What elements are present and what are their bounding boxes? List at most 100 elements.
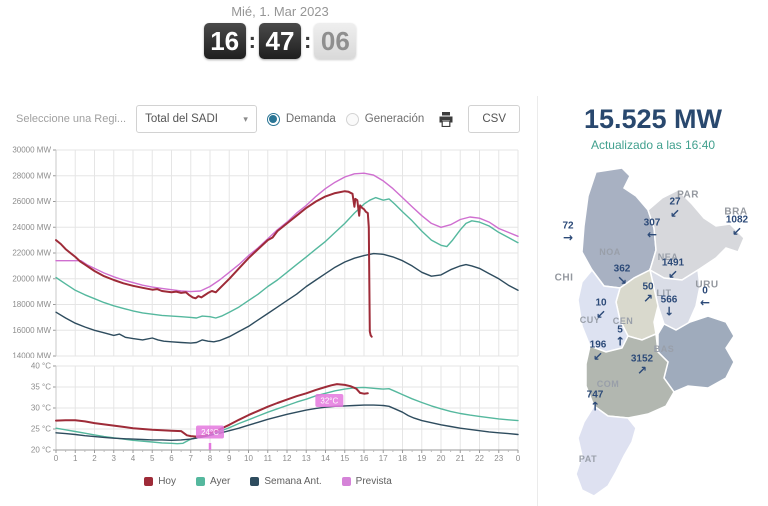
flow-arrow-icon: ↑: [614, 334, 626, 349]
region-select-value: Total del SADI: [145, 113, 218, 125]
map-flow-0: 0 ←: [700, 286, 710, 309]
flow-value: 1491: [661, 257, 685, 269]
legend-swatch: [196, 477, 205, 486]
svg-text:22000 MW: 22000 MW: [12, 249, 51, 258]
svg-text:10: 10: [244, 454, 253, 463]
map-region-nea[interactable]: [647, 189, 745, 281]
legend-item-prevista[interactable]: Prevista: [341, 476, 392, 487]
flow-value: 307: [643, 217, 661, 229]
printer-icon: [439, 111, 453, 127]
legend-item-hoy[interactable]: Hoy: [144, 476, 176, 487]
map-region-pat[interactable]: [575, 404, 637, 497]
map-flow-72: 72 →: [562, 221, 573, 244]
flow-value: 362: [613, 263, 631, 275]
svg-text:11: 11: [264, 454, 273, 463]
svg-text:9: 9: [227, 454, 232, 463]
map-label-com: COM: [596, 379, 620, 389]
flow-value: 196: [589, 339, 607, 351]
flow-value: 5: [617, 324, 623, 336]
chart-controls: Seleccione una Regi... Total del SADI ▾ …: [10, 104, 526, 134]
svg-text:26000 MW: 26000 MW: [12, 197, 51, 206]
svg-text:30000 MW: 30000 MW: [12, 146, 51, 155]
map-flow-50: 50 ↗: [642, 282, 653, 305]
svg-text:16: 16: [360, 454, 369, 463]
legend-label: Prevista: [355, 476, 392, 487]
svg-text:20000 MW: 20000 MW: [12, 274, 51, 283]
flow-value: 3152: [630, 353, 654, 365]
clock-hours: 16: [203, 23, 246, 59]
radio-demanda-label: Demanda: [285, 113, 336, 125]
updated-at-label: Actualizado a las 16:40: [590, 138, 716, 152]
region-select[interactable]: Total del SADI ▾: [136, 105, 257, 133]
map-flow-5: 5 ↑: [615, 325, 625, 348]
flow-arrow-icon: ↙: [592, 349, 604, 364]
svg-text:6: 6: [169, 454, 174, 463]
map-region-com[interactable]: [585, 332, 675, 419]
radio-generacion[interactable]: Generación: [345, 112, 424, 126]
flow-value: 72: [562, 220, 574, 232]
date-label: Mié, 1. Mar 2023: [231, 4, 329, 19]
svg-text:40 °C: 40 °C: [31, 362, 51, 371]
flow-value: 0: [702, 285, 708, 297]
svg-text:3: 3: [112, 454, 117, 463]
map-flow-566: 566 ↓: [661, 295, 678, 318]
svg-text:32°C: 32°C: [320, 396, 338, 405]
summary-panel: 15.525 MW Actualizado a las 16:40 NOA NEA…: [537, 96, 768, 506]
charts-panel: Seleccione una Regi... Total del SADI ▾ …: [10, 104, 526, 487]
radio-demanda[interactable]: Demanda: [266, 112, 336, 126]
flip-clock: 16 : 47 : 06: [203, 23, 357, 59]
flow-value: 747: [586, 389, 604, 401]
svg-text:24000 MW: 24000 MW: [12, 223, 51, 232]
map-label-bas: BAS: [653, 344, 675, 354]
map-label-pat: PAT: [578, 454, 598, 464]
map-flow-1082: 1082 ↙: [726, 215, 748, 238]
map-label-cuy: CUY: [579, 315, 601, 325]
legend-label: Hoy: [158, 476, 176, 487]
svg-text:25 °C: 25 °C: [31, 425, 51, 434]
flow-arrow-icon: ↓: [663, 304, 675, 319]
legend-label: Ayer: [210, 476, 231, 487]
svg-text:17: 17: [379, 454, 388, 463]
flow-arrow-icon: ←: [699, 295, 711, 310]
svg-text:20: 20: [437, 454, 446, 463]
map-label-nea: NEA: [657, 252, 679, 262]
flow-arrow-icon: →: [562, 230, 574, 245]
radio-demanda-circle[interactable]: [266, 112, 280, 126]
map-label-uru: URU: [695, 279, 719, 291]
argentina-map-svg[interactable]: [538, 164, 768, 499]
svg-text:35 °C: 35 °C: [31, 383, 51, 392]
legend-swatch: [250, 477, 260, 486]
svg-text:4: 4: [131, 454, 136, 463]
print-button[interactable]: [434, 106, 458, 133]
flow-arrow-icon: ↘: [616, 273, 628, 288]
flow-value: 566: [660, 294, 678, 306]
csv-button[interactable]: CSV: [468, 105, 520, 133]
clock-colon: :: [248, 28, 256, 53]
legend-swatch: [341, 477, 351, 486]
map-flow-1491: 1491 ↙: [662, 258, 684, 281]
temperature-chart[interactable]: 40 °C35 °C30 °C25 °C20 °C0 1 2 3 4 5 6 7 8 9 10 11 1…: [10, 362, 526, 466]
legend-item-semanaant[interactable]: Semana Ant.: [250, 476, 322, 487]
svg-text:13: 13: [302, 454, 311, 463]
map-flow-196: 196 ↙: [590, 340, 607, 363]
legend-label: Semana Ant.: [264, 476, 322, 487]
flow-arrow-icon: ↗: [642, 291, 654, 306]
svg-text:12: 12: [283, 454, 292, 463]
svg-text:19: 19: [417, 454, 426, 463]
map-flow-3152: 3152 ↗: [631, 354, 653, 377]
chart-legend: Hoy Ayer Semana Ant. Prevista: [10, 476, 526, 487]
map-label-cen: CEN: [612, 316, 634, 326]
flow-arrow-icon: ↑: [589, 399, 601, 414]
svg-text:30 °C: 30 °C: [31, 404, 51, 413]
legend-item-ayer[interactable]: Ayer: [196, 476, 230, 487]
svg-text:24°C: 24°C: [201, 428, 219, 437]
map-label-par: PAR: [677, 189, 699, 201]
radio-generacion-circle[interactable]: [345, 112, 359, 126]
map-label-noa: NOA: [599, 247, 621, 257]
svg-text:16000 MW: 16000 MW: [12, 326, 51, 335]
clock-header: Mié, 1. Mar 2023 16 : 47 : 06: [0, 4, 560, 59]
demand-chart[interactable]: 30000 MW 28000 MW 26000 MW 24000 MW 22000 MW…: [10, 146, 526, 358]
clock-colon: :: [304, 28, 312, 53]
map-region-bas[interactable]: [657, 315, 735, 393]
svg-text:23: 23: [494, 454, 503, 463]
